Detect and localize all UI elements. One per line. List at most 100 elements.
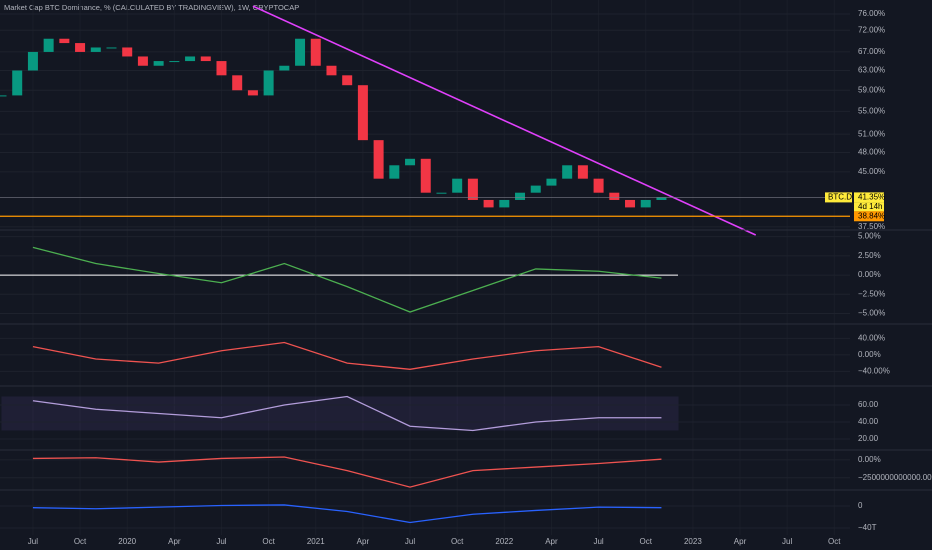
y-tick-label: −5.00% — [858, 309, 885, 318]
candle — [43, 38, 54, 52]
y-tick-label: 76.00% — [858, 9, 885, 18]
candle — [546, 178, 557, 186]
candle — [562, 165, 573, 179]
x-tick-label: Jul — [405, 537, 415, 546]
candle — [232, 75, 243, 91]
x-tick-label: Jul — [593, 537, 603, 546]
x-tick-label: Apr — [168, 537, 181, 546]
candle — [153, 61, 164, 66]
indicator-line — [32, 456, 662, 488]
y-tick-label: −40T — [858, 523, 877, 532]
candle — [625, 199, 636, 208]
x-tick-label: Apr — [545, 537, 558, 546]
x-tick-label: 2023 — [684, 537, 702, 546]
candle — [247, 90, 258, 96]
candle — [436, 192, 447, 194]
trendline — [252, 5, 757, 236]
candle — [310, 38, 321, 66]
x-tick-label: Apr — [357, 537, 370, 546]
candle — [373, 140, 384, 179]
x-tick-label: Jul — [782, 537, 792, 546]
y-tick-label: 37.50% — [858, 222, 885, 231]
candle — [169, 61, 180, 63]
x-tick-label: Oct — [74, 537, 87, 546]
y-tick-label: 67.00% — [858, 47, 885, 56]
candle — [75, 43, 86, 52]
candle — [357, 85, 368, 141]
candle — [279, 65, 290, 71]
candle — [137, 56, 148, 66]
y-tick-label: 2.50% — [858, 251, 881, 260]
y-tick-label: 0.00% — [858, 270, 881, 279]
symbol-name: BTC.D — [828, 193, 852, 202]
candle — [515, 192, 526, 200]
chart-title: Market Cap BTC Dominance, % (CALCULATED … — [4, 3, 299, 12]
indicator-line — [32, 395, 662, 432]
candle — [420, 158, 431, 193]
x-tick-label: Oct — [828, 537, 841, 546]
support-label: 38.84% — [858, 211, 885, 220]
candle — [499, 199, 510, 208]
support-tag — [854, 211, 884, 222]
x-tick-label: Oct — [262, 537, 275, 546]
countdown-tag — [854, 202, 884, 212]
y-tick-label: −2500000000000.00% — [858, 473, 932, 482]
candle — [0, 95, 7, 97]
y-tick-label: 5.00% — [858, 232, 881, 241]
x-tick-label: 2022 — [495, 537, 513, 546]
y-tick-label: 40.00 — [858, 417, 879, 426]
candle — [200, 56, 211, 62]
candle — [452, 178, 463, 193]
y-tick-label: 59.00% — [858, 85, 885, 94]
x-tick-label: Jul — [28, 537, 38, 546]
y-tick-label: 45.00% — [858, 167, 885, 176]
candle — [59, 38, 70, 44]
y-tick-label: 48.00% — [858, 148, 885, 157]
y-tick-label: −2.50% — [858, 289, 885, 298]
y-tick-label: 72.00% — [858, 25, 885, 34]
candle — [326, 65, 337, 76]
y-tick-label: 51.00% — [858, 129, 885, 138]
candle — [405, 158, 416, 166]
y-tick-label: 0.00% — [858, 350, 881, 359]
candle — [263, 70, 274, 96]
y-tick-label: 0.00% — [858, 455, 881, 464]
x-tick-label: Apr — [734, 537, 747, 546]
x-tick-label: 2020 — [118, 537, 136, 546]
candle — [530, 185, 541, 193]
candle — [656, 197, 667, 200]
candle — [609, 192, 620, 200]
rsi-band — [1, 396, 679, 431]
y-tick-label: 55.00% — [858, 107, 885, 116]
candle — [577, 165, 588, 179]
y-tick-label: 60.00 — [858, 400, 879, 409]
x-tick-label: 2021 — [307, 537, 325, 546]
candle — [185, 56, 196, 62]
y-tick-label: 40.00% — [858, 333, 885, 342]
x-tick-label: Jul — [216, 537, 226, 546]
candle — [12, 70, 23, 96]
price-label: 41.35% — [858, 193, 885, 202]
candle — [27, 51, 38, 71]
candle — [389, 165, 400, 179]
y-tick-label: 63.00% — [858, 66, 885, 75]
x-tick-label: Oct — [451, 537, 464, 546]
y-tick-label: 20.00 — [858, 434, 879, 443]
candle — [216, 61, 227, 76]
candle — [467, 178, 478, 200]
y-tick-label: −40.00% — [858, 366, 890, 375]
candle — [640, 199, 651, 208]
symbol-tag — [825, 192, 852, 203]
price-tag — [854, 192, 884, 203]
candle — [483, 199, 494, 208]
countdown: 4d 14h — [858, 202, 882, 211]
candle — [122, 47, 133, 57]
x-tick-label: Oct — [640, 537, 653, 546]
y-tick-label: 0 — [858, 501, 863, 510]
candle — [342, 75, 353, 86]
candle — [593, 178, 604, 193]
indicator-line — [32, 246, 662, 313]
indicator-line — [32, 504, 662, 524]
candle — [90, 47, 101, 52]
